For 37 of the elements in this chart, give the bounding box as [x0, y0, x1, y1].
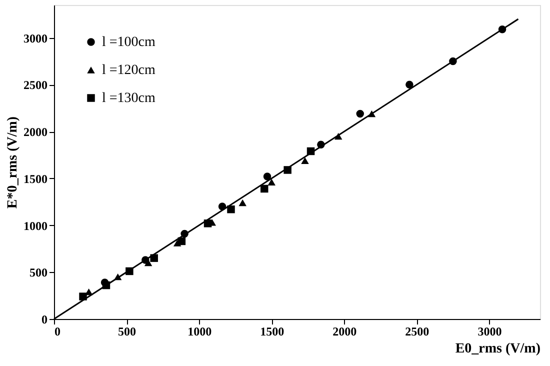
- point: [301, 157, 309, 164]
- x-tick-label: 2500: [405, 324, 430, 338]
- legend-label: l =130cm: [102, 91, 156, 106]
- y-tick-label: 0: [42, 312, 48, 326]
- point: [368, 110, 376, 118]
- point: [306, 147, 315, 156]
- x-tick-label: 1500: [260, 324, 284, 338]
- point: [102, 281, 110, 290]
- point: [79, 292, 87, 300]
- y-tick-label: 2500: [24, 78, 48, 92]
- point: [268, 178, 276, 186]
- y-tick-label: 1500: [24, 172, 48, 186]
- y-tick-label: 500: [30, 266, 48, 280]
- legend-label: l =120cm: [102, 63, 156, 78]
- point: [114, 273, 122, 280]
- point: [238, 199, 246, 206]
- point: [406, 80, 414, 89]
- point: [260, 184, 268, 193]
- point: [173, 240, 182, 246]
- y-tick-label: 3000: [24, 31, 48, 46]
- x-tick-label: 3000: [478, 324, 502, 338]
- point: [356, 110, 364, 118]
- x-tick-label: 1000: [188, 324, 212, 338]
- point: [334, 132, 342, 140]
- legend-label: l =100cm: [102, 35, 156, 50]
- point: [284, 166, 292, 174]
- y-tick-label: 2000: [24, 125, 48, 140]
- x-tick-label: 2000: [332, 324, 357, 338]
- point: [150, 254, 158, 262]
- x-tick-label: 500: [118, 324, 136, 338]
- x-axis-title: E0_rms (V/m): [455, 342, 541, 356]
- point: [126, 267, 134, 276]
- x-tick-label: 0: [54, 324, 60, 338]
- y-tick-label: 1000: [24, 218, 48, 233]
- point: [227, 205, 235, 214]
- point: [263, 172, 272, 180]
- y-axis-title: E*0_rms (V/m): [6, 116, 20, 209]
